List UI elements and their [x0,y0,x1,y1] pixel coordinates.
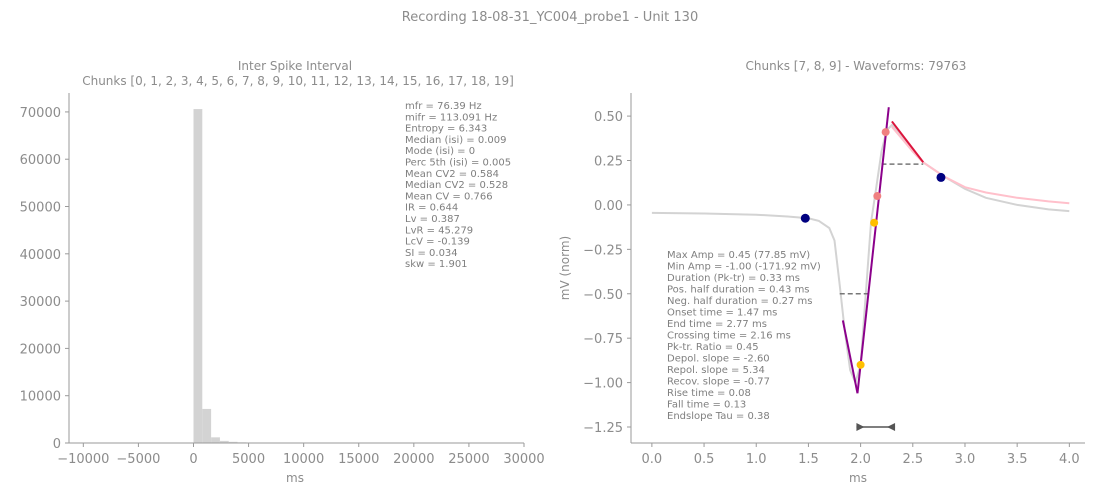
waveform-marker [936,172,946,182]
isi-y-tick-label: 40000 [20,248,61,263]
waveform-y-tick-label: −0.25 [583,243,623,258]
isi-y-tick-label: 30000 [20,295,61,310]
isi-bar [219,440,229,443]
isi-x-tick-label: 0 [189,452,197,467]
isi-x-tick-label: 15000 [338,452,379,467]
waveform-trace [891,126,1070,205]
waveform-stat-line: Min Amp = -1.00 (-171.92 mV) [667,262,821,273]
waveform-y-tick-label: −0.75 [583,332,623,347]
isi-xlabel: ms [286,471,304,485]
waveform-y-tick-label: −1.00 [583,377,623,392]
isi-stat-line: Mean CV = 0.766 [405,191,493,202]
isi-stat-line: Median (isi) = 0.009 [405,135,506,146]
waveform-x-tick-label: 4.0 [1059,452,1080,467]
isi-stat-line: mifr = 113.091 Hz [405,112,497,123]
waveform-stats-block: Max Amp = 0.45 (77.85 mV)Min Amp = -1.00… [667,250,821,422]
isi-title: Inter Spike Interval [238,59,352,73]
waveform-y-tick-label: 0.25 [594,155,623,170]
isi-bars [193,109,256,443]
isi-stat-line: LcV = -0.139 [405,237,470,248]
isi-x-tick-label: 20000 [393,452,434,467]
isi-y-tick-label: 50000 [20,201,61,216]
isi-stat-line: Lv = 0.387 [405,214,460,225]
waveform-plot [651,107,1070,432]
waveform-stat-line: Rise time = 0.08 [667,388,751,399]
isi-y-tick-label: 70000 [20,106,61,121]
isi-x-tick-label: 25000 [448,452,489,467]
waveform-x-tick-label: 3.5 [1007,452,1028,467]
waveform-marker [881,128,890,137]
isi-bar [193,109,203,443]
waveform-stat-line: Duration (Pk-tr) = 0.33 ms [667,273,800,284]
waveform-stat-line: Max Amp = 0.45 (77.85 mV) [667,250,810,261]
waveform-stat-line: End time = 2.77 ms [667,319,767,330]
isi-stat-line: SI = 0.034 [405,248,458,259]
isi-x-tick-label: −5000 [116,452,160,467]
isi-stat-line: IR = 0.644 [405,203,458,214]
waveform-stat-line: Pos. half duration = 0.43 ms [667,285,810,296]
isi-stat-line: Mode (isi) = 0 [405,146,475,157]
waveform-marker [873,192,882,201]
waveform-stat-line: Crossing time = 2.16 ms [667,331,791,342]
duration-arrow-head [887,423,896,432]
slope-fit-line [841,320,859,394]
isi-stat-line: mfr = 76.39 Hz [405,101,482,112]
waveform-panel: Chunks [7, 8, 9] - Waveforms: 79763 0.0 0… [558,59,1085,485]
isi-x-tick-label: −10000 [57,452,109,467]
waveform-y-tick-label: 0.50 [594,110,623,125]
isi-bar [211,437,220,443]
isi-y-tick-label: 10000 [20,390,61,405]
waveform-y-tick-label: −0.50 [583,288,623,303]
waveform-stat-line: Repol. slope = 5.34 [667,365,765,376]
isi-x-tick-label: 5000 [232,452,265,467]
waveform-x-tick-label: 0.0 [642,452,663,467]
isi-stat-line: Median CV2 = 0.528 [405,180,508,191]
isi-y-tick-label: 60000 [20,153,61,168]
isi-stat-line: skw = 1.901 [405,259,468,270]
waveform-x-tick-label: 0.5 [694,452,715,467]
isi-subtitle: Chunks [0, 1, 2, 3, 4, 5, 6, 7, 8, 9, 10… [82,74,514,88]
waveform-marker [870,218,879,227]
waveform-x-tick-label: 1.5 [798,452,819,467]
waveform-marker [800,213,810,223]
waveform-x-tick-label: 1.0 [746,452,767,467]
isi-axes: −10000 −5000 0 5000 10000 15000 20000 25000 3000… [20,93,545,467]
isi-x-tick-label: 30000 [503,452,544,467]
slope-fit-line [891,120,925,163]
waveform-stat-line: Recov. slope = -0.77 [667,377,770,388]
waveform-stat-line: Neg. half duration = 0.27 ms [667,296,813,307]
isi-y-tick-label: 20000 [20,342,61,357]
isi-stat-line: LvR = 45.279 [405,225,473,236]
waveform-stat-line: Pk-tr. Ratio = 0.45 [667,342,759,353]
waveform-axes: 0.0 0.5 1.0 1.5 2.0 2.5 3.0 3.5 4.0 0.50 0.25 0.00 −… [583,93,1085,467]
waveform-stat-line: Onset time = 1.47 ms [667,308,777,319]
slope-fit-line [856,107,890,394]
waveform-title: Chunks [7, 8, 9] - Waveforms: 79763 [746,59,967,73]
waveform-x-tick-label: 2.0 [850,452,871,467]
duration-arrow-head [856,423,865,432]
isi-bar [228,441,238,443]
waveform-y-tick-label: 0.00 [594,199,623,214]
waveform-xlabel: ms [849,471,867,485]
isi-stat-line: Mean CV2 = 0.584 [405,169,499,180]
waveform-x-tick-label: 2.5 [902,452,923,467]
isi-stat-line: Entropy = 6.343 [405,124,487,135]
waveform-y-tick-label: −1.25 [583,421,623,436]
isi-stat-line: Perc 5th (isi) = 0.005 [405,158,511,169]
waveform-stat-line: Depol. slope = -2.60 [667,354,770,365]
waveform-stat-line: Endslope Tau = 0.38 [667,411,770,422]
figure-title: Recording 18-08-31_YC004_probe1 - Unit 1… [402,10,698,25]
isi-y-tick-label: 0 [53,437,61,452]
isi-histogram-panel: Inter Spike Interval Chunks [0, 1, 2, 3,… [20,59,545,485]
isi-bar [202,408,212,443]
isi-x-tick-label: 10000 [283,452,324,467]
waveform-stat-line: Fall time = 0.13 [667,400,746,411]
waveform-x-tick-label: 3.0 [955,452,976,467]
waveform-ylabel: mV (norm) [558,236,572,300]
waveform-marker [856,360,865,369]
